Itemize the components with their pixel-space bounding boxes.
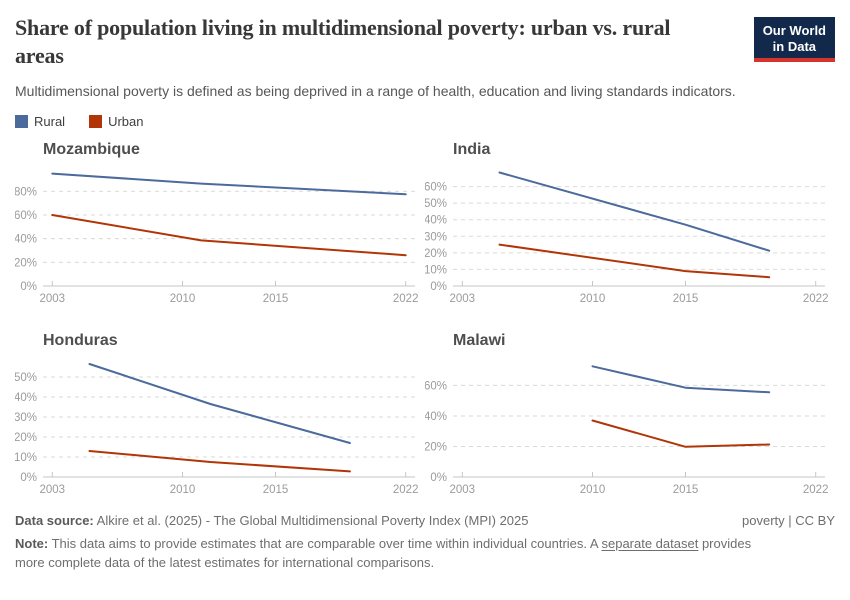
chart-subtitle: Multidimensional poverty is defined as b…: [15, 82, 736, 99]
x-tick-label: 2003: [450, 293, 476, 305]
chart-panel-mozambique: Mozambique 0% 20% 40% 60% 80% 2003 2010 2015 202…: [15, 133, 425, 312]
legend-label-urban: Urban: [108, 113, 144, 129]
x-tick-label: 2003: [40, 293, 66, 305]
y-tick-label: 0%: [430, 281, 447, 293]
y-tick-label: 20%: [425, 441, 447, 453]
data-source-line: Data source: Alkire et al. (2025) - The …: [15, 513, 529, 528]
legend-item-rural[interactable]: Rural: [15, 114, 65, 129]
license-text: poverty | CC BY: [742, 512, 835, 528]
line-urban[interactable]: [591, 419, 771, 448]
line-rural[interactable]: [498, 171, 771, 252]
y-tick-label: 40%: [15, 392, 37, 404]
facet-title-mozambique: Mozambique: [43, 140, 140, 158]
footer-note: Note: This data aims to provide estimate…: [15, 535, 777, 573]
x-tick-label: 2015: [673, 293, 699, 305]
x-tick-label: 2003: [40, 484, 66, 496]
y-tick-label: 50%: [425, 198, 447, 210]
y-tick-label: 0%: [20, 472, 37, 484]
legend-item-urban[interactable]: Urban: [89, 113, 144, 129]
line-urban[interactable]: [51, 213, 407, 257]
x-tick-label: 2003: [450, 484, 476, 496]
line-urban[interactable]: [498, 243, 771, 279]
y-tick-label: 0%: [430, 472, 447, 484]
chart-malawi[interactable]: 0% 20% 40% 60% 2003 2010 2015 2022: [425, 351, 835, 503]
y-tick-label: 80%: [15, 186, 37, 198]
line-rural[interactable]: [88, 362, 351, 444]
note-text-2: provides more complete data of the lates…: [15, 535, 752, 570]
urban-swatch-icon: [89, 114, 103, 128]
data-source-text: Alkire et al. (2025) - The Global Multid…: [93, 512, 529, 528]
chart-panel-honduras: Honduras 0% 10% 20% 30% 40% 50% 2003 2010 2015 20…: [15, 324, 425, 503]
x-tick-label: 2015: [263, 293, 289, 305]
y-tick-label: 30%: [15, 412, 37, 424]
y-tick-label: 10%: [15, 452, 37, 464]
chart-panel-india: India 0% 10% 20% 30% 40% 50% 60% 2003 2010 2015 20…: [425, 133, 835, 312]
legend: Rural Urban: [15, 114, 835, 129]
line-rural[interactable]: [51, 172, 407, 196]
note-label: Note:: [15, 535, 49, 551]
owid-logo[interactable]: Our World in Data: [753, 17, 835, 63]
facet-title-india: India: [453, 140, 491, 158]
chart-title: Share of population living in multidimen…: [15, 15, 671, 68]
y-tick-label: 20%: [15, 432, 37, 444]
footer-top: Data source: Alkire et al. (2025) - The …: [15, 513, 835, 528]
footer: Data source: Alkire et al. (2025) - The …: [15, 513, 835, 573]
data-source-label: Data source:: [15, 512, 94, 528]
y-tick-label: 30%: [425, 231, 447, 243]
x-tick-label: 2022: [393, 484, 419, 496]
y-tick-label: 0%: [20, 281, 37, 293]
line-urban[interactable]: [88, 449, 351, 473]
header: Share of population living in multidimen…: [15, 14, 835, 99]
y-tick-label: 60%: [425, 380, 447, 392]
x-tick-label: 2022: [393, 293, 419, 305]
x-tick-label: 2010: [170, 484, 196, 496]
x-tick-label: 2010: [580, 484, 606, 496]
owid-logo-line2: in Data: [772, 38, 817, 54]
y-tick-label: 40%: [425, 215, 447, 227]
y-tick-label: 50%: [15, 372, 37, 384]
x-tick-label: 2010: [580, 293, 606, 305]
y-tick-label: 40%: [425, 411, 447, 423]
chart-mozambique[interactable]: 0% 20% 40% 60% 80% 2003 2010 2015 2022: [15, 160, 425, 312]
y-tick-label: 20%: [425, 248, 447, 260]
owid-chart-page: Share of population living in multidimen…: [15, 14, 835, 573]
facet-grid: Mozambique 0% 20% 40% 60% 80% 2003 2010 2015 202…: [15, 133, 835, 503]
legend-label-rural: Rural: [34, 113, 66, 129]
y-tick-label: 20%: [15, 257, 37, 269]
x-tick-label: 2015: [263, 484, 289, 496]
facet-title-malawi: Malawi: [453, 331, 506, 349]
owid-logo-line1: Our World: [762, 23, 826, 38]
facet-title-honduras: Honduras: [43, 331, 118, 349]
chart-honduras[interactable]: 0% 10% 20% 30% 40% 50% 2003 2010 2015 2022: [15, 351, 425, 503]
x-tick-label: 2022: [803, 293, 829, 305]
y-tick-label: 60%: [425, 181, 447, 193]
y-tick-label: 60%: [15, 210, 37, 222]
rural-swatch-icon: [15, 114, 28, 128]
chart-panel-malawi: Malawi 0% 20% 40% 60% 2003 2010 2015 2022: [425, 324, 835, 503]
x-tick-label: 2015: [673, 484, 699, 496]
chart-india[interactable]: 0% 10% 20% 30% 40% 50% 60% 2003 2010 2015 2022: [425, 160, 835, 312]
line-rural[interactable]: [591, 365, 771, 394]
y-tick-label: 40%: [15, 234, 37, 246]
x-tick-label: 2022: [803, 484, 829, 496]
note-text-1: This data aims to provide estimates that…: [48, 535, 602, 551]
separate-dataset-link[interactable]: separate dataset: [601, 535, 699, 551]
y-tick-label: 10%: [425, 264, 447, 276]
x-tick-label: 2010: [170, 293, 196, 305]
